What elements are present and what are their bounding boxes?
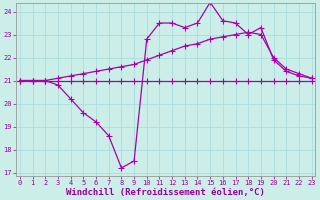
X-axis label: Windchill (Refroidissement éolien,°C): Windchill (Refroidissement éolien,°C): [66, 188, 265, 197]
